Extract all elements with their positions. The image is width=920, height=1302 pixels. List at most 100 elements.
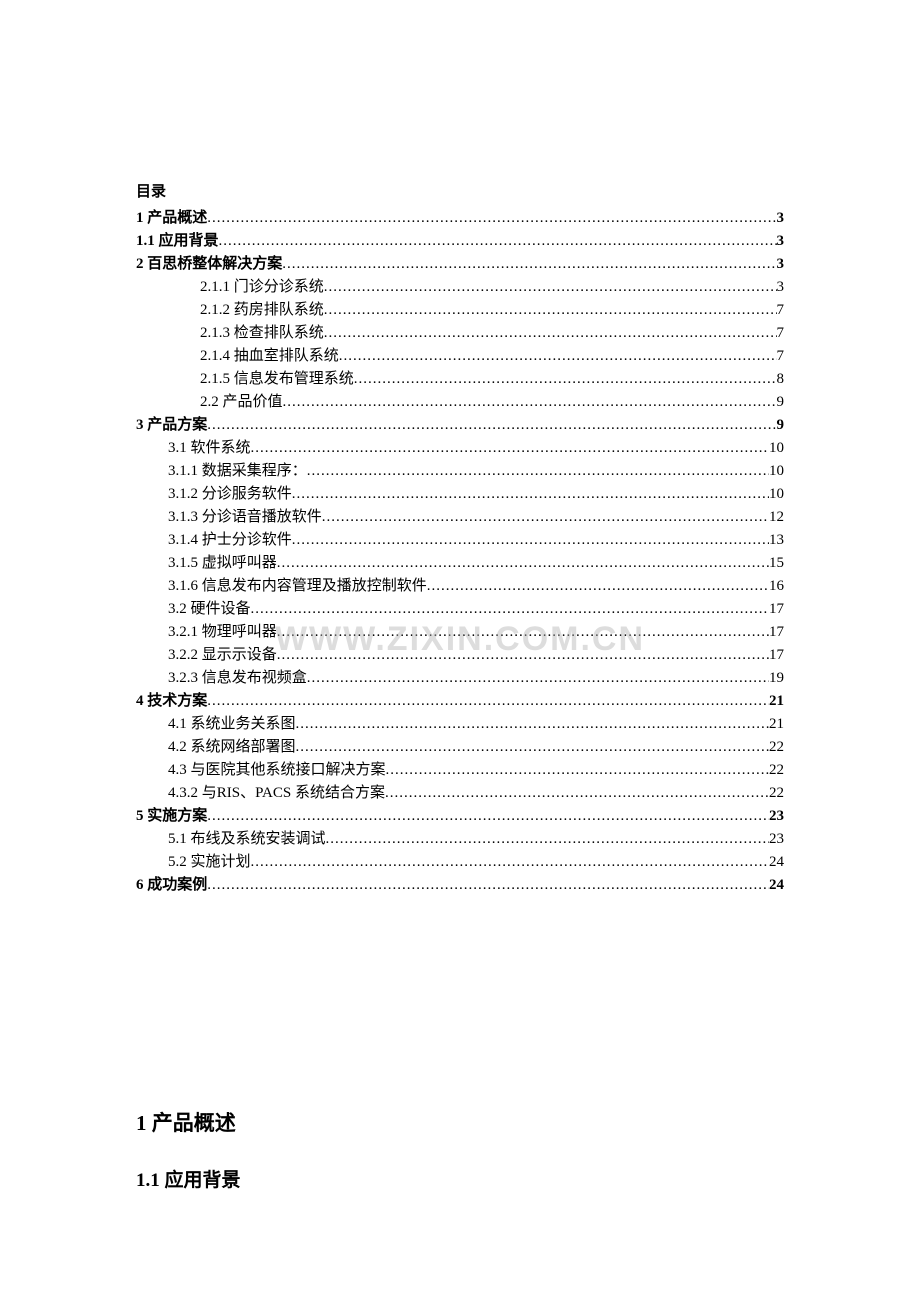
toc-entry[interactable]: 3.1.2 分诊服务软件 10: [136, 483, 784, 506]
toc-title: 目录: [136, 180, 784, 201]
toc-entry[interactable]: 4.1 系统业务关系图 21: [136, 713, 784, 736]
toc-entry-page: 13: [769, 529, 784, 552]
toc-container: 1 产品概述31.1 应用背景32 百思桥整体解决方案32.1.1 门诊分诊系统…: [136, 207, 784, 897]
toc-entry-dots: [322, 506, 769, 529]
toc-entry[interactable]: 1.1 应用背景3: [136, 230, 784, 253]
toc-entry[interactable]: 3.1 软件系统10: [136, 437, 784, 460]
toc-entry-dots: [339, 345, 777, 368]
toc-entry-dots: [324, 322, 777, 345]
toc-entry-text: 2.1.1 门诊分诊系统: [200, 276, 324, 299]
toc-entry-page: 10: [769, 483, 784, 506]
toc-entry[interactable]: 3.2.2 显示示设备17: [136, 644, 784, 667]
toc-entry-dots: [277, 552, 769, 575]
toc-entry-text: 1 产品概述: [136, 207, 207, 230]
toc-entry-dots: [307, 460, 769, 483]
toc-entry-page: 8: [777, 368, 785, 391]
toc-entry-dots: [324, 276, 777, 299]
section-heading-1: 1 产品概述: [136, 1107, 784, 1137]
toc-entry-text: 3.1.5 虚拟呼叫器: [168, 552, 277, 575]
toc-entry[interactable]: 4.3.2 与RIS、PACS 系统结合方案 22: [136, 782, 784, 805]
toc-entry[interactable]: 2.2 产品价值9: [136, 391, 784, 414]
toc-entry-page: 7: [777, 345, 785, 368]
toc-entry[interactable]: 4.2 系统网络部署图 22: [136, 736, 784, 759]
toc-entry-dots: [251, 851, 769, 874]
document-page: 目录 1 产品概述31.1 应用背景32 百思桥整体解决方案32.1.1 门诊分…: [0, 0, 920, 1192]
toc-entry-text: 2.1.5 信息发布管理系统: [200, 368, 354, 391]
toc-entry-dots: [427, 575, 769, 598]
toc-entry-text: 2.1.3 检查排队系统: [200, 322, 324, 345]
toc-entry-page: 22: [769, 736, 784, 759]
toc-entry-text: 2.1.4 抽血室排队系统: [200, 345, 339, 368]
toc-entry-text: 3.1.4 护士分诊软件: [168, 529, 292, 552]
toc-entry[interactable]: 5.1 布线及系统安装调试23: [136, 828, 784, 851]
toc-entry-page: 22: [769, 759, 784, 782]
toc-entry[interactable]: 3.1.1 数据采集程序： 10: [136, 460, 784, 483]
toc-entry-dots: [283, 391, 777, 414]
toc-entry[interactable]: 2.1.4 抽血室排队系统 7: [136, 345, 784, 368]
toc-entry[interactable]: 4.3 与医院其他系统接口解决方案 22: [136, 759, 784, 782]
toc-entry-text: 4.3.2 与RIS、PACS 系统结合方案: [168, 782, 385, 805]
toc-entry-dots: [207, 874, 769, 897]
toc-entry-text: 2 百思桥整体解决方案: [136, 253, 282, 276]
toc-entry-page: 21: [769, 690, 784, 713]
toc-entry-page: 9: [777, 414, 785, 437]
toc-entry[interactable]: 3.1.4 护士分诊软件 13: [136, 529, 784, 552]
toc-entry-dots: [207, 207, 776, 230]
toc-entry-text: 5.1 布线及系统安装调试: [168, 828, 326, 851]
toc-entry[interactable]: 3.2 硬件设备 17: [136, 598, 784, 621]
toc-entry-text: 3.1.2 分诊服务软件: [168, 483, 292, 506]
toc-entry-dots: [326, 828, 769, 851]
toc-entry[interactable]: 5.2 实施计划24: [136, 851, 784, 874]
toc-entry-text: 3 产品方案: [136, 414, 207, 437]
toc-entry-dots: [207, 805, 769, 828]
toc-entry-dots: [324, 299, 777, 322]
toc-entry-dots: [277, 644, 769, 667]
toc-entry[interactable]: 4 技术方案 21: [136, 690, 784, 713]
toc-entry-page: 19: [769, 667, 784, 690]
toc-entry[interactable]: 2.1.5 信息发布管理系统 8: [136, 368, 784, 391]
toc-entry-page: 21: [769, 713, 784, 736]
toc-entry-dots: [307, 667, 769, 690]
toc-entry-text: 4 技术方案: [136, 690, 207, 713]
toc-entry-text: 4.3 与医院其他系统接口解决方案: [168, 759, 386, 782]
toc-entry-page: 24: [769, 851, 784, 874]
toc-entry-text: 5 实施方案: [136, 805, 207, 828]
toc-entry-text: 3.1.1 数据采集程序：: [168, 460, 307, 483]
toc-entry-page: 9: [777, 391, 785, 414]
toc-entry[interactable]: 3.1.5 虚拟呼叫器 15: [136, 552, 784, 575]
toc-entry[interactable]: 2.1.2 药房排队系统 7: [136, 299, 784, 322]
toc-entry-page: 15: [769, 552, 784, 575]
toc-entry-page: 7: [777, 299, 785, 322]
toc-entry[interactable]: 5 实施方案23: [136, 805, 784, 828]
toc-entry-page: 17: [769, 598, 784, 621]
toc-entry-text: 2.1.2 药房排队系统: [200, 299, 324, 322]
toc-entry-text: 3.1.6 信息发布内容管理及播放控制软件: [168, 575, 427, 598]
toc-entry-dots: [282, 253, 776, 276]
toc-entry[interactable]: 1 产品概述3: [136, 207, 784, 230]
section-heading-2: 1.1 应用背景: [136, 1165, 784, 1192]
toc-entry[interactable]: 3.1.3 分诊语音播放软件12: [136, 506, 784, 529]
toc-entry[interactable]: 3 产品方案 9: [136, 414, 784, 437]
toc-entry[interactable]: 2.1.3 检查排队系统7: [136, 322, 784, 345]
toc-entry-page: 22: [769, 782, 784, 805]
toc-entry-text: 3.2.3 信息发布视频盒: [168, 667, 307, 690]
toc-entry-page: 16: [769, 575, 784, 598]
toc-entry-page: 17: [769, 621, 784, 644]
toc-entry[interactable]: 2 百思桥整体解决方案3: [136, 253, 784, 276]
toc-entry-text: 3.2 硬件设备: [168, 598, 251, 621]
toc-entry-text: 3.2.2 显示示设备: [168, 644, 277, 667]
toc-entry-page: 12: [769, 506, 784, 529]
toc-entry-dots: [207, 690, 769, 713]
toc-entry[interactable]: 3.1.6 信息发布内容管理及播放控制软件 16: [136, 575, 784, 598]
toc-entry-text: 4.2 系统网络部署图: [168, 736, 296, 759]
toc-entry-page: 10: [769, 437, 784, 460]
toc-entry[interactable]: 3.2.3 信息发布视频盒 19: [136, 667, 784, 690]
toc-entry[interactable]: 3.2.1 物理呼叫器17: [136, 621, 784, 644]
toc-entry-page: 10: [769, 460, 784, 483]
toc-entry[interactable]: 6 成功案例24: [136, 874, 784, 897]
toc-entry-dots: [219, 230, 777, 253]
toc-entry-dots: [296, 713, 769, 736]
toc-entry-dots: [385, 782, 769, 805]
toc-entry[interactable]: 2.1.1 门诊分诊系统3: [136, 276, 784, 299]
toc-entry-text: 4.1 系统业务关系图: [168, 713, 296, 736]
